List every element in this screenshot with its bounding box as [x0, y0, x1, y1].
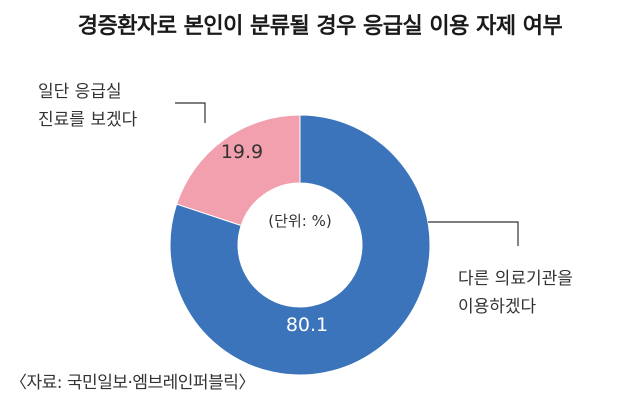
source-note: 〈자료: 국민일보·엠브레인퍼블릭〉	[10, 373, 255, 393]
slice-value-clinic: 19.9	[221, 141, 263, 163]
donut-slice-other	[169, 114, 431, 376]
chart-title: 경증환자로 본인이 분류될 경우 응급실 이용 자제 여부	[77, 14, 563, 39]
unit-label: (단위: %)	[268, 212, 331, 230]
slice-label-other-line1: 다른 의료기관을	[458, 269, 573, 289]
leader-line-clinic	[175, 102, 206, 123]
slice-value-other: 80.1	[286, 314, 328, 336]
slice-label-clinic-line2: 진료를 보겠다	[38, 110, 138, 130]
slice-label-other-line2: 이용하겠다	[458, 297, 537, 317]
leader-line-other	[428, 221, 519, 246]
donut-slice-clinic	[175, 114, 301, 227]
slice-label-clinic-line1: 일단 응급실	[38, 82, 122, 102]
